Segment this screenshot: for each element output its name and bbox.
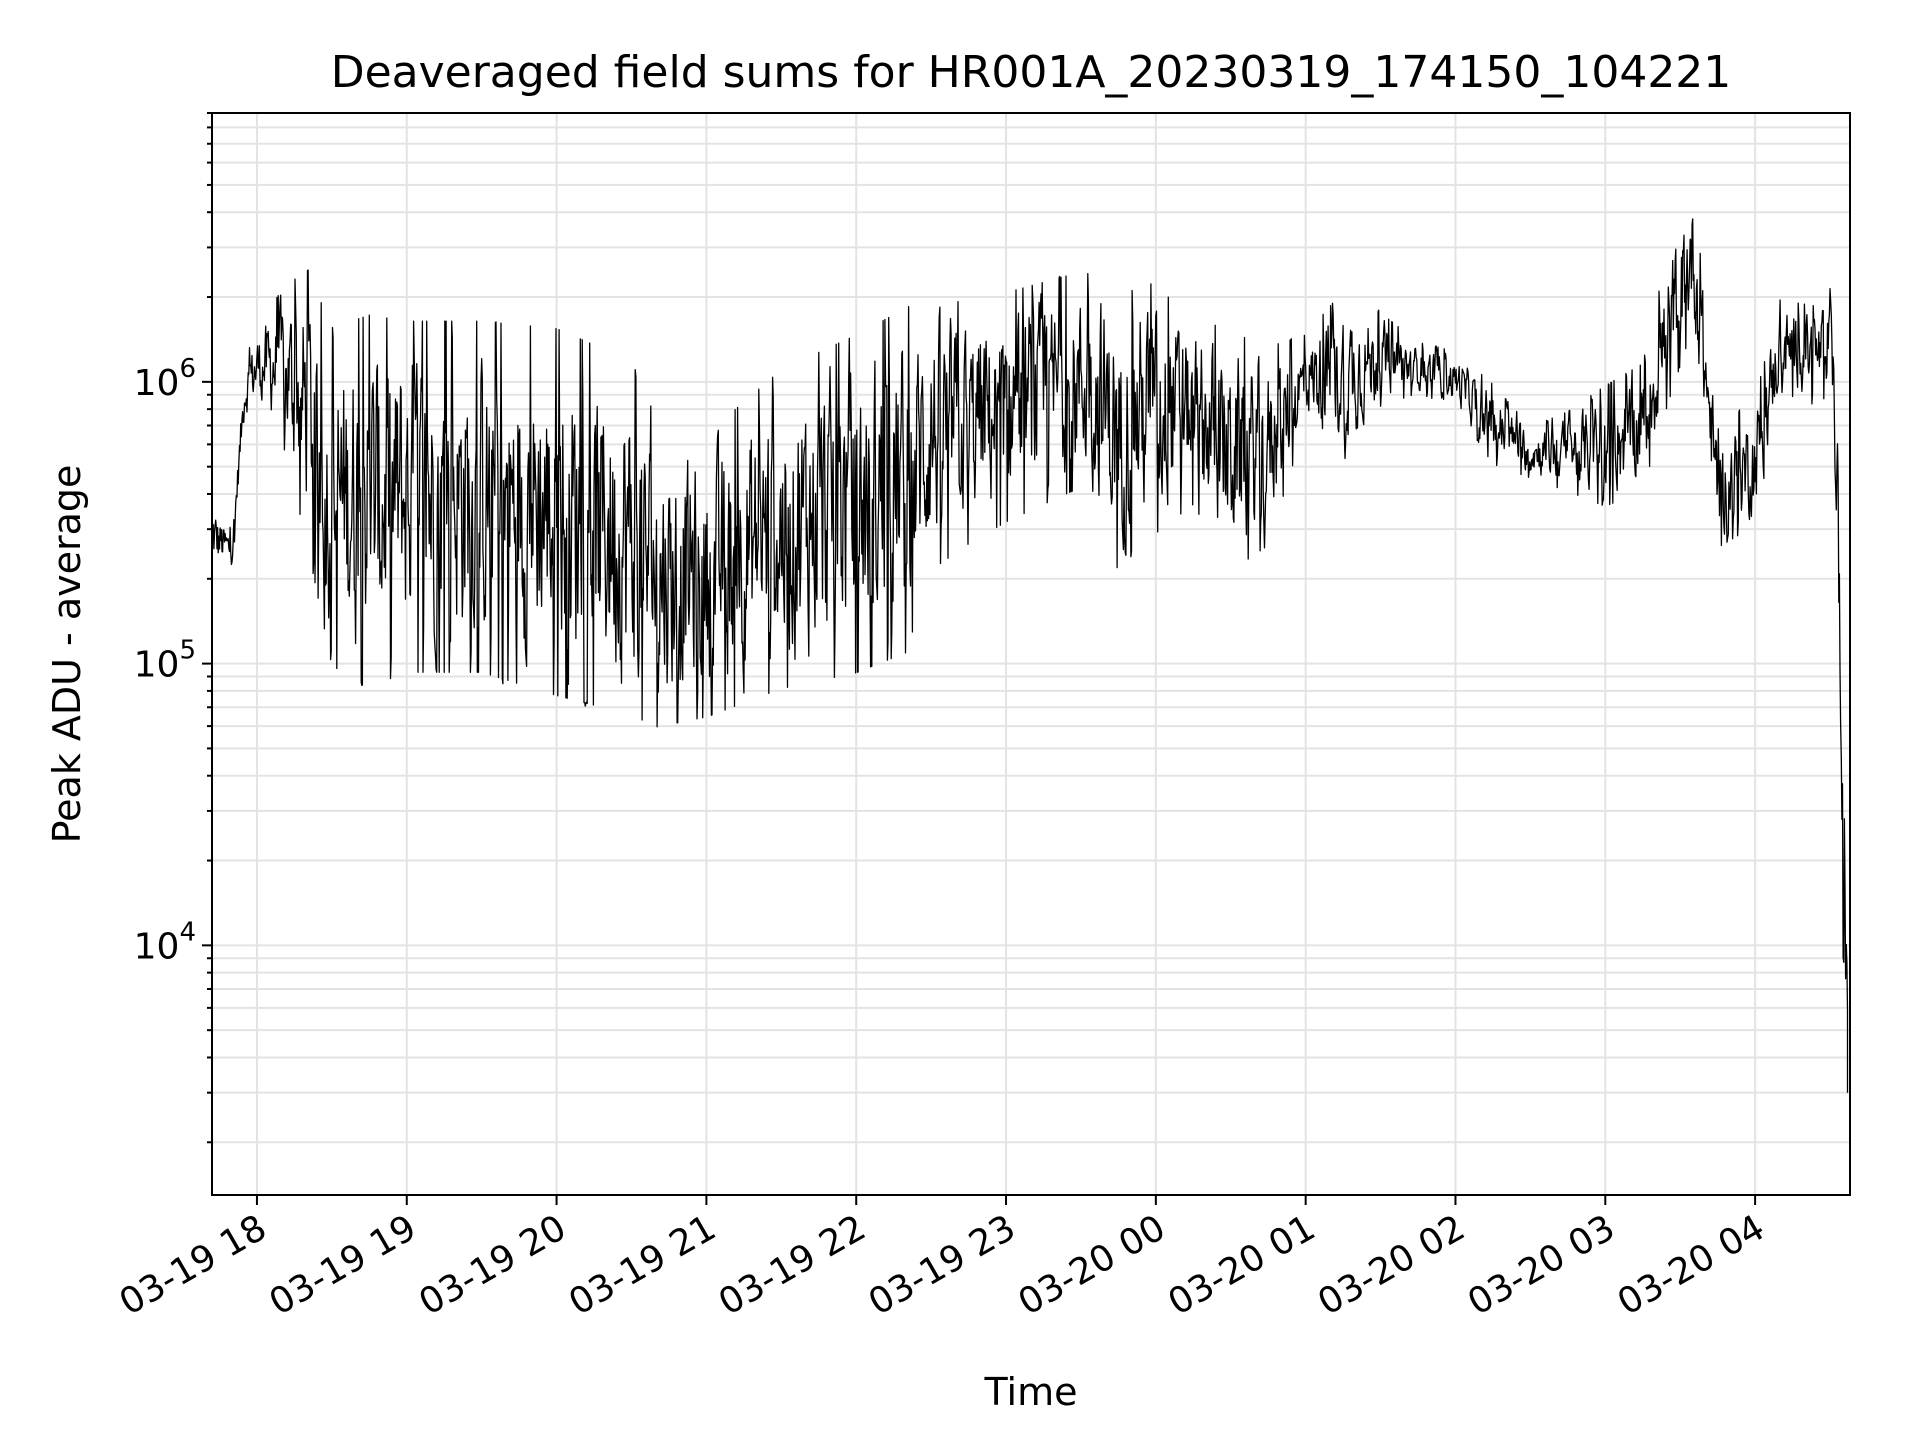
y-tick-exponent: 4	[179, 917, 196, 947]
y-tick-base: 10	[134, 363, 180, 404]
y-tick-exponent: 6	[179, 354, 196, 384]
chart-title: Deaveraged field sums for HR001A_2023031…	[331, 47, 1732, 98]
series-layer	[211, 218, 1849, 1093]
series-line	[211, 218, 1849, 1093]
y-axis-label: Peak ADU - average	[45, 465, 89, 844]
y-tick-base: 10	[134, 645, 180, 686]
x-axis-label: Time	[984, 1370, 1078, 1414]
y-tick-label: 104	[134, 917, 196, 967]
plot-frame	[211, 112, 1851, 1196]
y-tick-label: 105	[134, 636, 196, 686]
y-tick-exponent: 5	[179, 636, 196, 666]
y-tick-label: 106	[134, 354, 196, 404]
y-tick-base: 10	[134, 926, 180, 967]
